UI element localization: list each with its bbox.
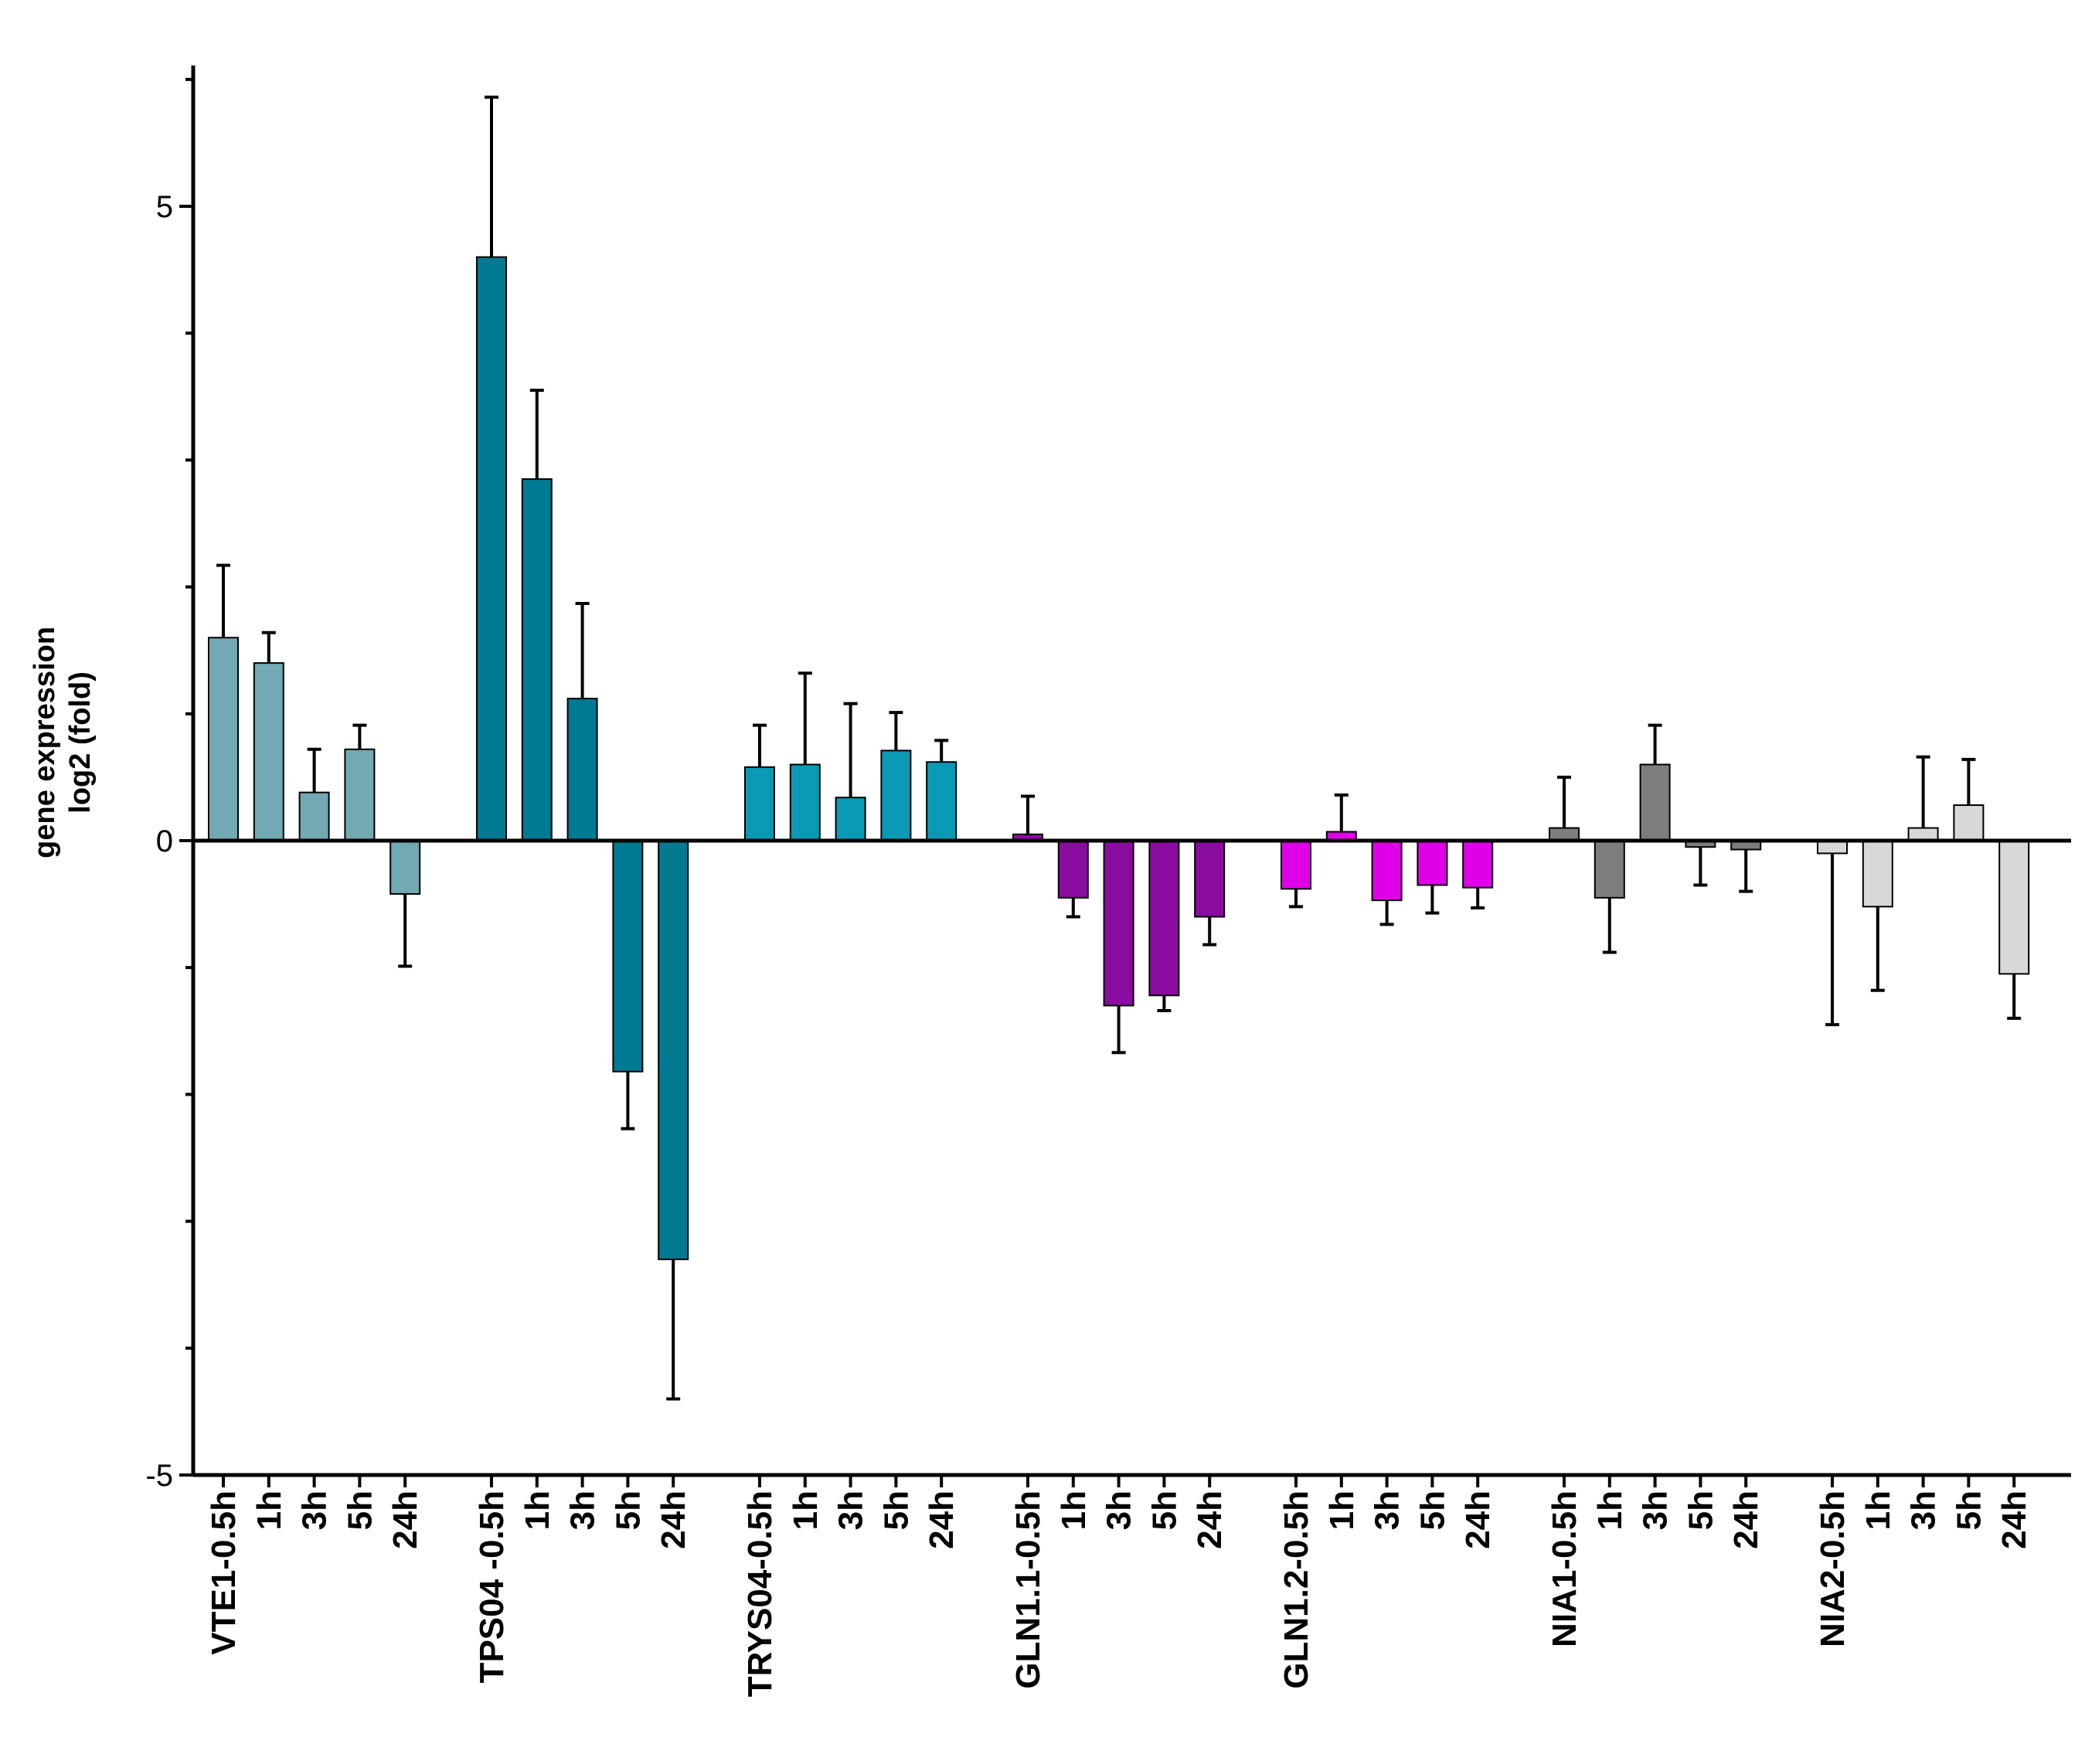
bar-nia2-1 bbox=[1862, 840, 1893, 908]
y-tick-label: 0 bbox=[156, 824, 173, 858]
x-tick-label: 1h bbox=[1859, 1490, 1897, 1530]
x-tick-label: NIA1-0.5h bbox=[1546, 1490, 1583, 1647]
x-tick-label: GLN1.1-0.5h bbox=[1009, 1490, 1047, 1689]
bar-vte1-4 bbox=[389, 840, 421, 895]
x-tick-label: 1h bbox=[1591, 1490, 1629, 1530]
x-tick-label: TRYS04-0.5h bbox=[741, 1490, 779, 1697]
bar-tps04-0 bbox=[476, 256, 507, 841]
x-tick-label: 5h bbox=[877, 1490, 915, 1530]
bar-vte1-0 bbox=[208, 637, 239, 842]
x-tick-label: 3h bbox=[1100, 1490, 1138, 1530]
bar-gln1-2-0 bbox=[1281, 840, 1311, 890]
bar-trys04-4 bbox=[926, 761, 957, 841]
bar-gln1-1-3 bbox=[1148, 840, 1180, 997]
bar-trys04-3 bbox=[880, 749, 912, 842]
bar-tps04-3 bbox=[612, 840, 644, 1072]
x-tick-label: 1h bbox=[1055, 1490, 1093, 1530]
x-tick-label: 24h bbox=[1727, 1490, 1765, 1549]
y-axis-title: gene expression log2 (fold) bbox=[29, 627, 97, 858]
bar-nia2-3 bbox=[1953, 804, 1985, 842]
bar-tps04-2 bbox=[566, 698, 598, 842]
bar-trys04-0 bbox=[744, 766, 775, 841]
y-axis-title-line-2: log2 (fold) bbox=[64, 671, 97, 814]
labels-layer: VTE1-0.5h 1h 3h 5h 24h TPS04 -0.5h 1h 3h 5h 24h TR… bbox=[29, 190, 2033, 1697]
x-tick-label: 1h bbox=[519, 1490, 556, 1530]
bar-nia2-4 bbox=[1998, 840, 2030, 975]
bar-trys04-2 bbox=[835, 797, 866, 841]
x-tick-label: 3h bbox=[564, 1490, 602, 1530]
x-tick-label: GLN1.2-0.5h bbox=[1277, 1490, 1315, 1689]
x-tick-label: 24h bbox=[1995, 1490, 2033, 1549]
bar-vte1-2 bbox=[298, 791, 330, 842]
x-tick-label: 1h bbox=[250, 1490, 288, 1530]
x-tick-label: 5h bbox=[1682, 1490, 1719, 1530]
y-axis-title-line-1: gene expression bbox=[29, 627, 61, 858]
x-tick-label: VTE1-0.5h bbox=[205, 1490, 243, 1655]
bar-nia1-2 bbox=[1639, 763, 1671, 841]
bars-layer bbox=[208, 95, 2030, 1401]
x-tick-label: 24h bbox=[655, 1490, 692, 1549]
x-tick-label: 5h bbox=[341, 1490, 379, 1530]
bar-gln1-2-4 bbox=[1462, 840, 1494, 889]
bar-tps04-4 bbox=[658, 840, 689, 1260]
x-tick-label: 3h bbox=[296, 1490, 334, 1530]
bar-trys04-1 bbox=[789, 763, 821, 841]
x-tick-label: 5h bbox=[609, 1490, 647, 1530]
y-tick-label: -5 bbox=[145, 1459, 173, 1493]
y-tick-label: 5 bbox=[156, 190, 173, 224]
x-tick-label: 24h bbox=[923, 1490, 961, 1549]
x-tick-label: 5h bbox=[1413, 1490, 1451, 1530]
x-tick-label: 1h bbox=[1323, 1490, 1361, 1530]
x-tick-label: 3h bbox=[1637, 1490, 1675, 1530]
x-tick-label: 1h bbox=[787, 1490, 825, 1530]
bar-tps04-1 bbox=[521, 478, 553, 842]
x-tick-label: TPS04 -0.5h bbox=[473, 1490, 511, 1683]
x-tick-label: 24h bbox=[386, 1490, 424, 1549]
bar-gln1-1-4 bbox=[1194, 840, 1226, 918]
x-tick-label: 24h bbox=[1459, 1490, 1497, 1549]
bar-vte1-3 bbox=[344, 748, 376, 841]
x-tick-label: 5h bbox=[1950, 1490, 1988, 1530]
x-tick-label: NIA2-0.5h bbox=[1814, 1490, 1852, 1647]
x-tick-label: 24h bbox=[1191, 1490, 1229, 1549]
x-tick-label: 3h bbox=[1905, 1490, 1943, 1530]
bar-gln1-2-2 bbox=[1371, 840, 1403, 902]
x-tick-label: 5h bbox=[1145, 1490, 1183, 1530]
bar-nia1-1 bbox=[1594, 840, 1625, 899]
bar-gln1-2-3 bbox=[1417, 840, 1448, 886]
bar-gln1-1-2 bbox=[1103, 840, 1134, 1007]
bar-vte1-1 bbox=[253, 662, 284, 841]
axes-layer bbox=[179, 65, 2071, 1487]
bar-gln1-1-1 bbox=[1057, 840, 1089, 899]
x-tick-label: 3h bbox=[832, 1490, 870, 1530]
x-tick-label: 3h bbox=[1369, 1490, 1406, 1530]
